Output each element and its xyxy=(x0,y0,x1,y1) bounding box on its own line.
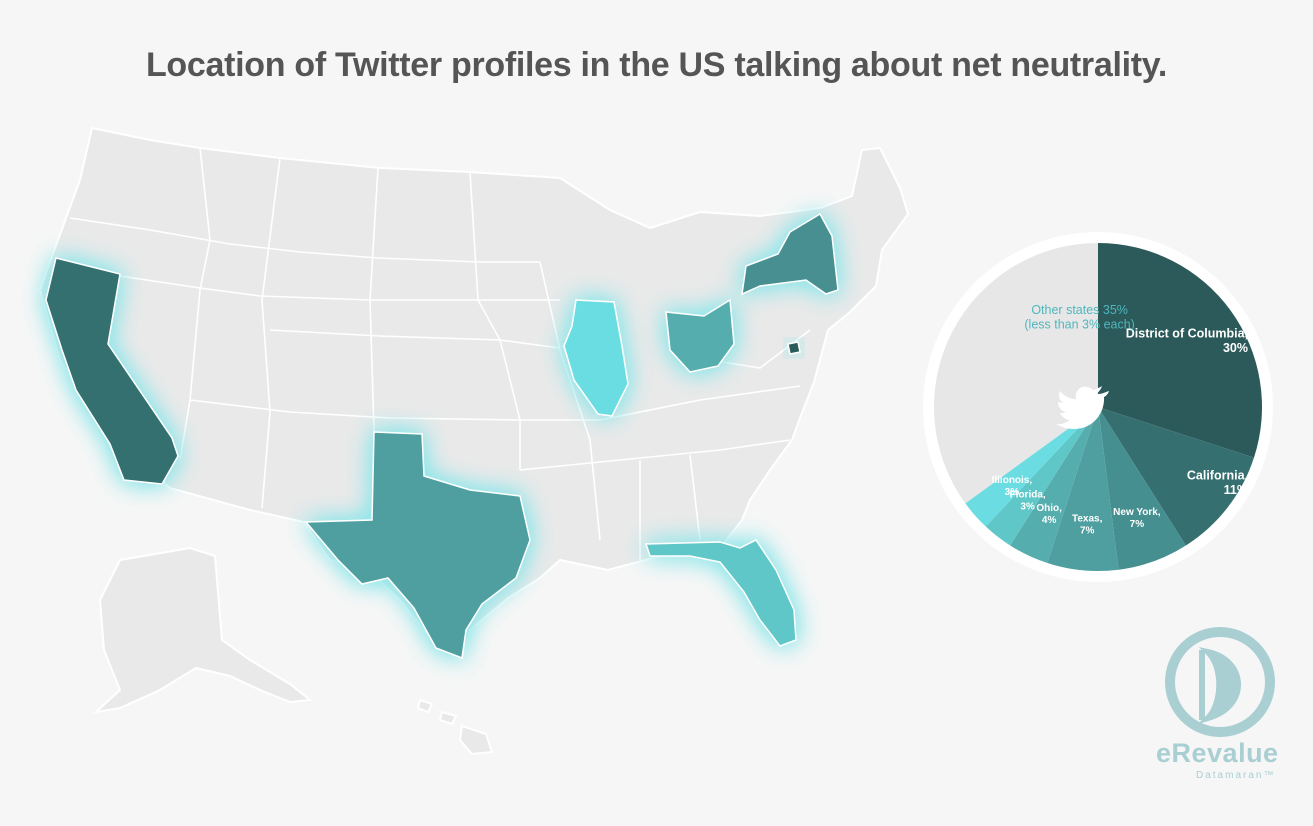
pie-slice-ohio xyxy=(1010,407,1098,563)
pie-slice-florida xyxy=(985,407,1098,546)
district-of-columbia xyxy=(787,341,801,355)
pie-label-district-of-columbia: District of Columbia, 30% xyxy=(1126,327,1248,356)
erevalue-logo-icon xyxy=(1165,627,1275,737)
pie-label-texas: Texas, 7% xyxy=(1072,513,1103,536)
pie-label-florida: Florida, 3% xyxy=(1010,490,1046,513)
twitter-bird-icon xyxy=(1056,386,1109,429)
pie-label-new-york: New York, 7% xyxy=(1113,507,1161,530)
pie-slice-new-york xyxy=(1098,407,1186,570)
state-new-york xyxy=(741,212,839,296)
alaska-land xyxy=(92,546,313,714)
pie-slice-texas xyxy=(1047,407,1119,571)
us-contiguous-land xyxy=(38,126,910,660)
pie-slice-california xyxy=(1098,407,1254,546)
brand-name: eRevalue xyxy=(1156,738,1279,768)
pie-slice-district-of-columbia xyxy=(1098,243,1262,458)
brand-tagline: Datamaran™ xyxy=(1196,770,1276,781)
state-illinois xyxy=(563,299,629,417)
chart-title: Location of Twitter profiles in the US t… xyxy=(145,46,1168,84)
state-texas xyxy=(304,431,531,660)
state-ohio xyxy=(665,298,735,373)
pie-slice-illinois xyxy=(965,407,1098,527)
pie-label-illinois: Illionois, 3% xyxy=(992,475,1033,498)
pie-label-other-states: Other states 35% (less than 3% each) xyxy=(1024,303,1134,332)
state-california xyxy=(45,257,179,485)
pie-label-ohio: Ohio, 4% xyxy=(1036,503,1062,526)
pie-slice-other-states xyxy=(933,243,1098,504)
pie-label-california: California, 11% xyxy=(1187,468,1248,497)
hawaii-land xyxy=(416,698,494,756)
state-borders xyxy=(69,147,811,560)
state-florida xyxy=(644,539,797,647)
